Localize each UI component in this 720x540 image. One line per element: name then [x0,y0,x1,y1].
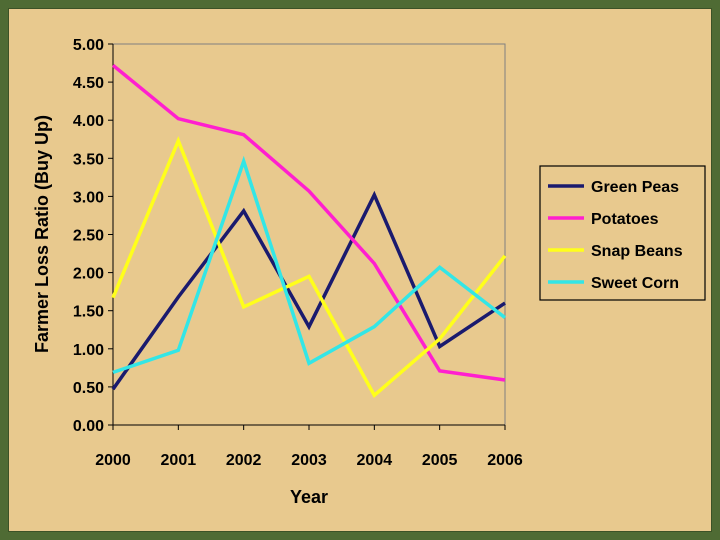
x-tick-label: 2002 [226,452,262,469]
y-tick-label: 3.00 [73,189,104,206]
y-tick-label: 0.00 [73,418,104,435]
y-tick-label: 5.00 [73,37,104,54]
y-tick-label: 3.50 [73,151,104,168]
x-axis: 2000 2001 2002 2003 2004 2005 2006 [95,424,523,469]
x-tick-label: 2004 [357,452,393,469]
x-tick-label: 2000 [95,452,131,469]
y-axis: 0.00 0.50 1.00 1.50 2.00 2.50 3.00 3.50 4.00 4.50… [73,37,114,435]
x-tick-label: 2006 [487,452,523,469]
y-tick-label: 1.00 [73,342,104,359]
legend-label: Sweet Corn [591,275,679,292]
series-line-sweet-corn [112,155,507,375]
plot-area [112,43,506,426]
y-tick-label: 4.00 [73,113,104,130]
legend-box [539,165,706,301]
y-tick-label: 0.50 [73,380,104,397]
y-tick-label: 4.50 [73,75,104,92]
x-tick-label: 2003 [291,452,327,469]
series-line-green-peas [111,190,506,391]
y-tick-label: 1.50 [73,304,104,321]
series-line-snap-beans [111,136,507,399]
legend-label: Potatoes [591,211,659,228]
y-tick-label: 2.00 [73,266,104,283]
series-line-potatoes [111,63,506,382]
x-axis-title: Year [290,487,328,507]
x-tick-label: 2005 [422,452,458,469]
y-tick-label: 2.50 [73,228,104,245]
y-axis-title: Farmer Loss Ratio (Buy Up) [32,115,52,353]
legend: Green Peas Potatoes Snap Beans Sweet Corn [539,165,706,301]
legend-label: Snap Beans [591,243,683,260]
series-layer [111,63,507,399]
x-tick-label: 2001 [161,452,197,469]
legend-label: Green Peas [591,179,679,196]
